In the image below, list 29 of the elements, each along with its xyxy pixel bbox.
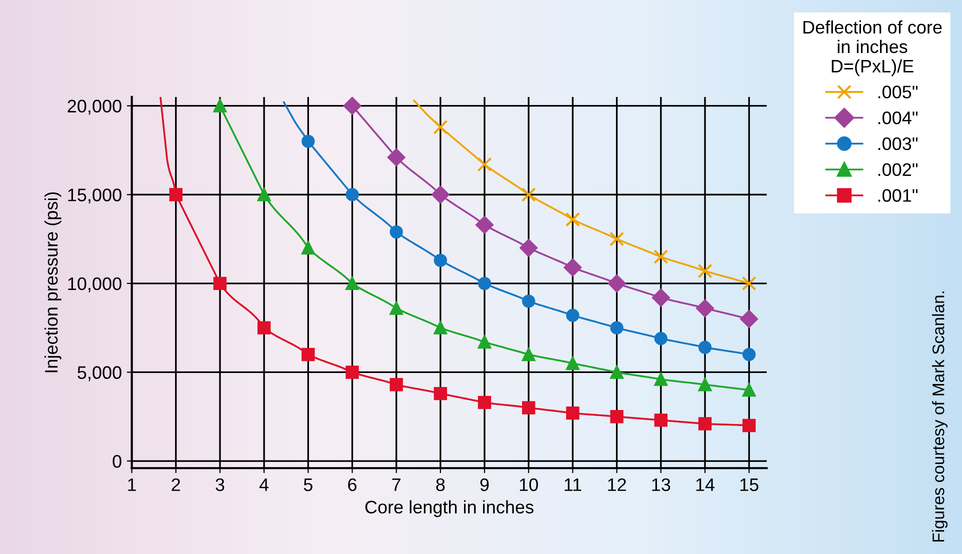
x-tick-label: 15 [740, 478, 758, 492]
y-tick-label: 0 [112, 454, 122, 468]
y-tick-label: 10,000 [68, 277, 122, 292]
y-axis-title: Injection pressure (psi) [44, 192, 62, 372]
legend-label: .004" [878, 111, 918, 124]
legend-label: .001" [878, 189, 918, 202]
x-tick-label: 6 [348, 478, 356, 492]
x-tick-label: 7 [392, 478, 400, 491]
y-tick-label: 15,000 [68, 188, 122, 204]
legend-label: .005" [878, 86, 918, 98]
legend-label: .003" [878, 137, 918, 150]
y-tick-label: 20,000 [68, 100, 122, 115]
x-tick-label: 2 [172, 478, 180, 491]
legend-label: .002" [878, 163, 918, 176]
x-tick-label: 14 [696, 478, 714, 491]
x-tick-label: 10 [520, 478, 538, 492]
x-tick-label: 13 [652, 478, 670, 492]
y-tick-label: 5,000 [78, 366, 122, 382]
x-tick-label: 11 [564, 478, 582, 491]
x-tick-label: 4 [259, 478, 269, 491]
x-tick-label: 1 [128, 478, 136, 491]
x-tick-label: 8 [436, 478, 445, 492]
x-tick-label: 9 [480, 478, 489, 492]
x-tick-label: 3 [216, 478, 224, 492]
x-tick-label: 5 [304, 478, 312, 492]
legend-title: Deflection of core in inches D=(PxL)/E [803, 20, 942, 76]
x-tick-label: 12 [608, 478, 626, 491]
text: Figures courtesy of Mark Scanlan. [932, 292, 948, 542]
x-axis-title: Core length in inches [365, 500, 534, 518]
